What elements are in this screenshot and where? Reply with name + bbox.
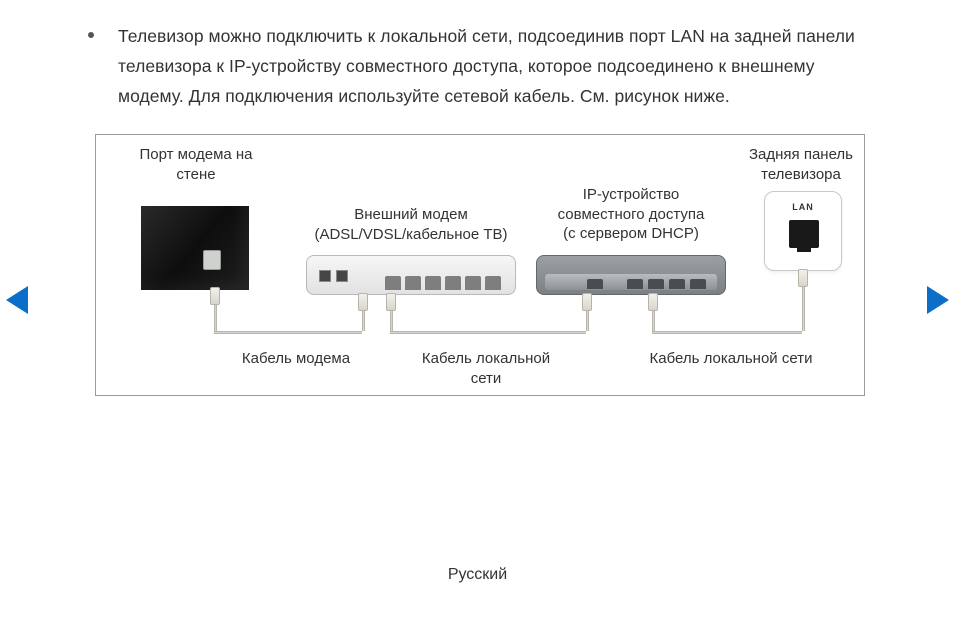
prev-page-arrow-icon[interactable] [6, 286, 28, 314]
page-root: Телевизор можно подключить к локальной с… [0, 0, 955, 624]
page-language-footer: Русский [0, 566, 955, 584]
modem-lan-port-icon [385, 276, 401, 290]
wall-modem-port [141, 206, 249, 290]
cable-plug [798, 269, 808, 287]
cable-segment [586, 311, 589, 331]
label-wall-port: Порт модема настене [116, 145, 276, 184]
label-lan-cable-2: Кабель локальной сети [626, 349, 836, 369]
router-port-icon [648, 279, 664, 289]
label-tv-back: Задняя панельтелевизора [726, 145, 876, 184]
cable-plug [358, 293, 368, 311]
modem-lan-port-icon [445, 276, 461, 290]
label-external-modem: Внешний модем(ADSL/VDSL/кабельное ТВ) [286, 205, 536, 244]
lan-port-label: LAN [765, 202, 841, 212]
wall-jack-icon [203, 250, 221, 270]
tv-lan-port-icon [789, 220, 819, 248]
ip-router [536, 255, 726, 295]
router-port-icon [690, 279, 706, 289]
cable-segment [214, 331, 362, 334]
router-port-icon [587, 279, 603, 289]
modem-lan-port-icon [425, 276, 441, 290]
cable-segment [390, 331, 586, 334]
cable-segment [214, 305, 217, 331]
cable-plug [648, 293, 658, 311]
label-modem-cable: Кабель модема [206, 349, 386, 369]
modem-lan-port-icon [485, 276, 501, 290]
bullet-dot-icon [88, 32, 94, 38]
cable-segment [802, 287, 805, 331]
router-port-icon [627, 279, 643, 289]
cable-plug [386, 293, 396, 311]
connection-diagram: Порт модема настене Внешний модем(ADSL/V… [95, 134, 865, 396]
next-page-arrow-icon[interactable] [927, 286, 949, 314]
router-port-icon [669, 279, 685, 289]
cable-segment [362, 311, 365, 331]
cable-plug [210, 287, 220, 305]
cable-segment [390, 311, 393, 331]
cable-segment [652, 311, 655, 331]
modem-lan-port-icon [405, 276, 421, 290]
bullet-text: Телевизор можно подключить к локальной с… [118, 22, 875, 111]
label-ip-router: IP-устройствосовместного доступа(с серве… [526, 185, 736, 244]
modem-port-icon [319, 270, 331, 282]
modem-port-icon [336, 270, 348, 282]
tv-back-panel: LAN [764, 191, 842, 271]
external-modem [306, 255, 516, 295]
cable-segment [652, 331, 802, 334]
label-lan-cable-1: Кабель локальнойсети [396, 349, 576, 388]
bullet-item: Телевизор можно подключить к локальной с… [88, 22, 875, 111]
cable-plug [582, 293, 592, 311]
modem-lan-port-icon [465, 276, 481, 290]
